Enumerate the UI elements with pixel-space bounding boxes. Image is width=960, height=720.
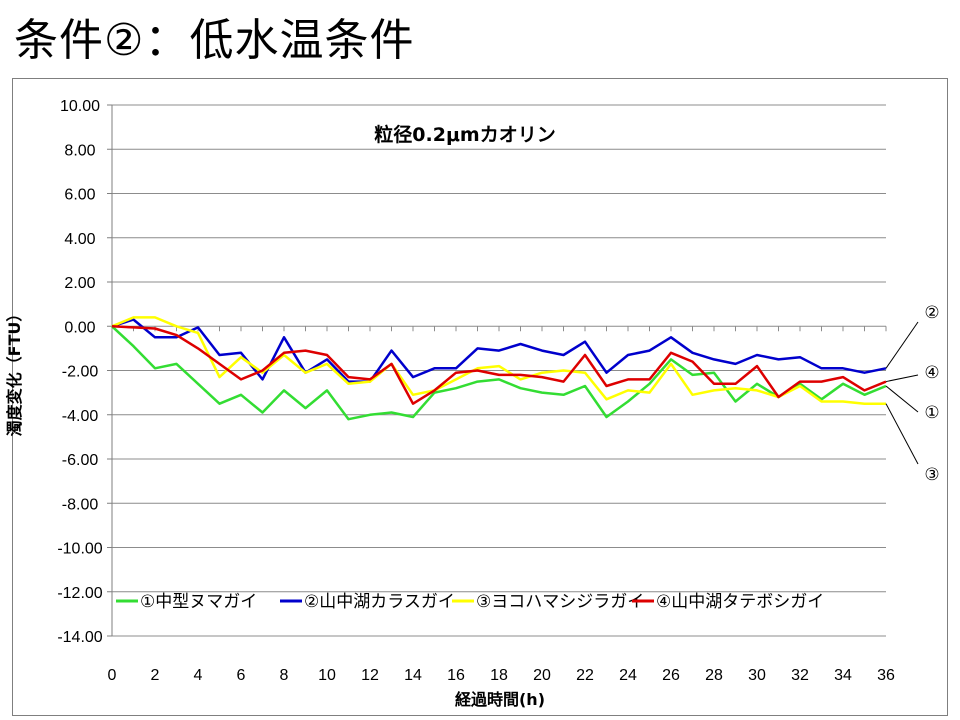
x-tick-label: 8 xyxy=(280,667,289,684)
y-tick-label: 0.00 xyxy=(64,319,95,336)
y-tick-label: -4.00 xyxy=(62,408,99,425)
series-lines xyxy=(111,316,887,421)
y-tick-label: -6.00 xyxy=(62,452,99,469)
x-tick-label: 36 xyxy=(877,667,895,684)
series-line xyxy=(111,325,887,421)
chart-title: 粒径0.2μmカオリン xyxy=(374,123,555,146)
gridlines xyxy=(112,104,886,637)
x-tick-label: 16 xyxy=(447,667,465,684)
x-tick-label: 12 xyxy=(361,667,379,684)
x-tick-label: 30 xyxy=(748,667,766,684)
x-tick-label: 28 xyxy=(705,667,723,684)
callout-leader xyxy=(885,403,919,465)
y-tick-label: -12.00 xyxy=(57,585,102,602)
x-tick-label: 4 xyxy=(194,667,203,684)
x-tick-label: 6 xyxy=(237,667,246,684)
legend-label: ④山中湖タテボシガイ xyxy=(656,592,824,612)
series-line xyxy=(111,318,887,383)
x-tick-label: 34 xyxy=(834,667,852,684)
x-tick-label: 14 xyxy=(404,667,422,684)
x-tick-label: 10 xyxy=(318,667,336,684)
legend: ①中型ヌマガイ ②山中湖カラスガイ ③ヨコハマシジラガイ ④山中湖タテボシガイ xyxy=(116,592,824,612)
series-line xyxy=(111,316,886,405)
x-tick-label: 20 xyxy=(533,667,551,684)
callout-leader xyxy=(885,321,919,369)
legend-label: ①中型ヌマガイ xyxy=(140,592,257,612)
x-tick-label: 24 xyxy=(619,667,637,684)
x-axis-title: 経過時間(h) xyxy=(455,690,545,709)
x-tick-label: 0 xyxy=(108,667,117,684)
callout-leader xyxy=(885,374,919,383)
legend-label: ②山中湖カラスガイ xyxy=(304,592,455,612)
legend-label: ③ヨコハマシジラガイ xyxy=(476,592,644,612)
y-axis-title: 濁度変化（FTU） xyxy=(5,306,24,437)
axes: 10.00 8.00 6.00 4.00 2.00 0.00 -2.00 -4.00 -6.00… xyxy=(57,98,895,684)
series-callout-label: ② xyxy=(924,303,939,323)
chart-frame xyxy=(12,78,948,716)
x-tick-label: 26 xyxy=(662,667,680,684)
slide-title: 条件②：低水温条件 xyxy=(14,15,415,66)
y-tick-label: 8.00 xyxy=(64,142,95,159)
series-line xyxy=(111,325,887,405)
series-callout-label: ① xyxy=(924,403,939,423)
y-tick-label: 6.00 xyxy=(64,187,95,204)
x-tick-label: 2 xyxy=(151,667,160,684)
y-tick-label: 10.00 xyxy=(60,98,100,115)
x-tick-label: 18 xyxy=(490,667,508,684)
y-tick-label: -10.00 xyxy=(57,541,102,558)
y-tick-label: 4.00 xyxy=(64,231,95,248)
series-callout-label: ③ xyxy=(924,465,939,485)
x-tick-label: 32 xyxy=(791,667,809,684)
series-callout-label: ④ xyxy=(924,363,939,383)
y-tick-label: -2.00 xyxy=(62,364,99,381)
series-callouts: ① ② ③ ④ xyxy=(885,303,940,485)
y-tick-label: 2.00 xyxy=(64,275,95,292)
y-tick-label: -14.00 xyxy=(57,629,102,646)
callout-leader xyxy=(885,385,919,413)
y-tick-label: -8.00 xyxy=(62,496,99,513)
x-tick-label: 22 xyxy=(576,667,594,684)
